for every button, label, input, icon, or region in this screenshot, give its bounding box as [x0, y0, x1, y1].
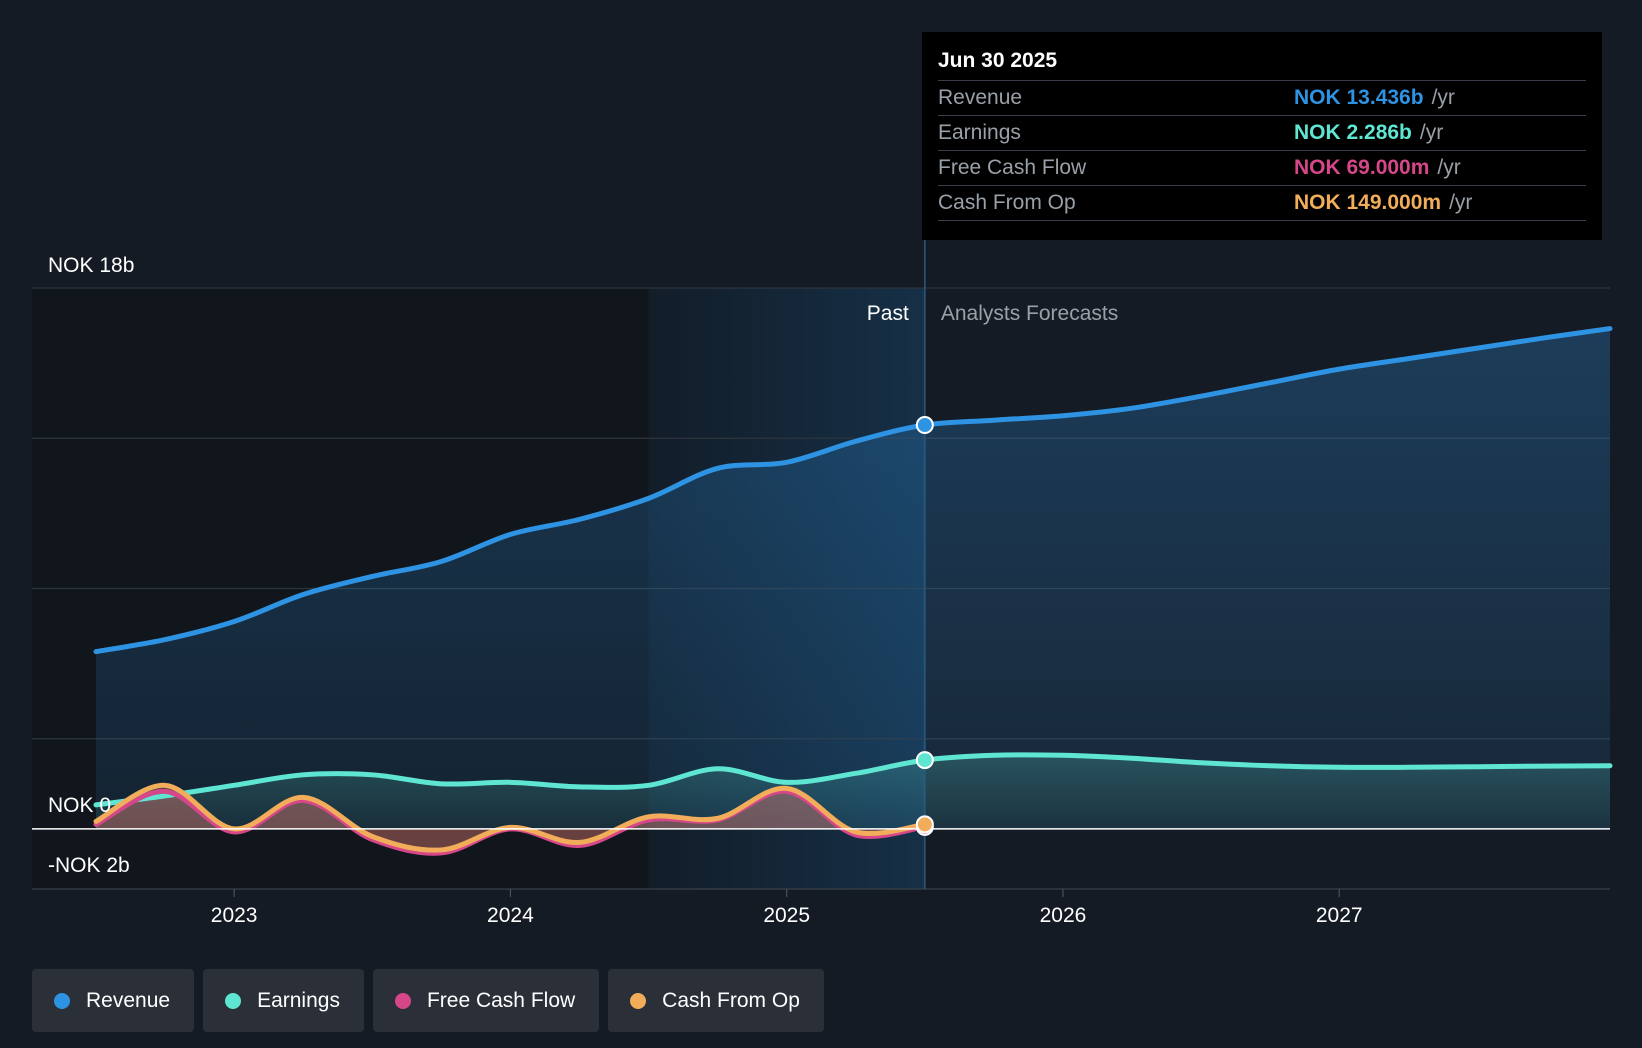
tooltip-date: Jun 30 2025 — [938, 46, 1586, 81]
legend-dot-icon — [225, 992, 242, 1009]
past-label: Past — [867, 302, 909, 325]
cash-from-op-marker — [915, 815, 934, 834]
tooltip-unit: /yr — [1449, 191, 1473, 214]
earnings-marker — [915, 751, 934, 770]
tooltip-unit: /yr — [1437, 156, 1461, 179]
legend-label: Revenue — [86, 988, 171, 1012]
revenue-marker — [915, 416, 934, 435]
tooltip-label: Earnings — [938, 121, 1021, 144]
revenue-line — [93, 326, 1613, 655]
earnings-line — [93, 752, 1613, 808]
x-tick-label: 2026 — [1040, 904, 1087, 927]
tooltip-label: Free Cash Flow — [938, 156, 1087, 179]
x-tick-label: 2027 — [1316, 904, 1363, 927]
tooltip-value: NOK 2.286b — [1294, 121, 1412, 144]
legend-item-revenue[interactable]: Revenue — [32, 969, 195, 1032]
tooltip-row-earnings: Earnings NOK 2.286b /yr — [938, 116, 1586, 151]
series-markers — [915, 416, 934, 836]
tooltip-unit: /yr — [1431, 86, 1455, 109]
tooltip-row-free-cash-flow: Free Cash Flow NOK 69.000m /yr — [938, 151, 1586, 186]
legend-label: Free Cash Flow — [426, 988, 576, 1012]
legend-label: Earnings — [257, 988, 340, 1012]
legend-item-earnings[interactable]: Earnings — [203, 969, 364, 1032]
forecast-label: Analysts Forecasts — [941, 302, 1118, 325]
tooltip-value: NOK 13.436b — [1294, 86, 1424, 109]
tooltip-value: NOK 69.000m — [1294, 156, 1430, 179]
free-cash-flow-area — [96, 791, 925, 854]
tooltip-value: NOK 149.000m — [1294, 191, 1442, 214]
tooltip-row-cash-from-op: Cash From Op NOK 149.000m /yr — [938, 186, 1586, 221]
x-axis: 2023 2024 2025 2026 2027 — [211, 889, 1363, 927]
y-label-bottom: -NOK 2b — [48, 854, 130, 877]
legend-label: Cash From Op — [662, 988, 800, 1012]
legend: Revenue Earnings Free Cash Flow Cash Fro… — [32, 969, 824, 1032]
y-label-top: NOK 18b — [48, 254, 134, 277]
legend-item-free-cash-flow[interactable]: Free Cash Flow — [372, 969, 600, 1032]
legend-dot-icon — [394, 992, 411, 1009]
tooltip-unit: /yr — [1419, 121, 1444, 144]
tooltip-row-revenue: Revenue NOK 13.436b /yr — [938, 81, 1586, 116]
tooltip: Jun 30 2025 Revenue NOK 13.436b /yr Earn… — [922, 32, 1602, 240]
legend-dot-icon — [630, 992, 647, 1009]
x-tick-label: 2024 — [487, 904, 534, 927]
y-label-zero: NOK 0 — [48, 794, 111, 817]
x-tick-label: 2025 — [763, 904, 810, 927]
revenue-area — [96, 328, 1610, 829]
earnings-area — [96, 754, 1610, 829]
x-tick-label: 2023 — [211, 904, 258, 927]
tooltip-label: Revenue — [938, 86, 1023, 109]
legend-item-cash-from-op[interactable]: Cash From Op — [608, 969, 824, 1032]
series-areas — [96, 328, 1610, 854]
legend-dot-icon — [54, 992, 70, 1009]
tooltip-label: Cash From Op — [938, 191, 1076, 214]
